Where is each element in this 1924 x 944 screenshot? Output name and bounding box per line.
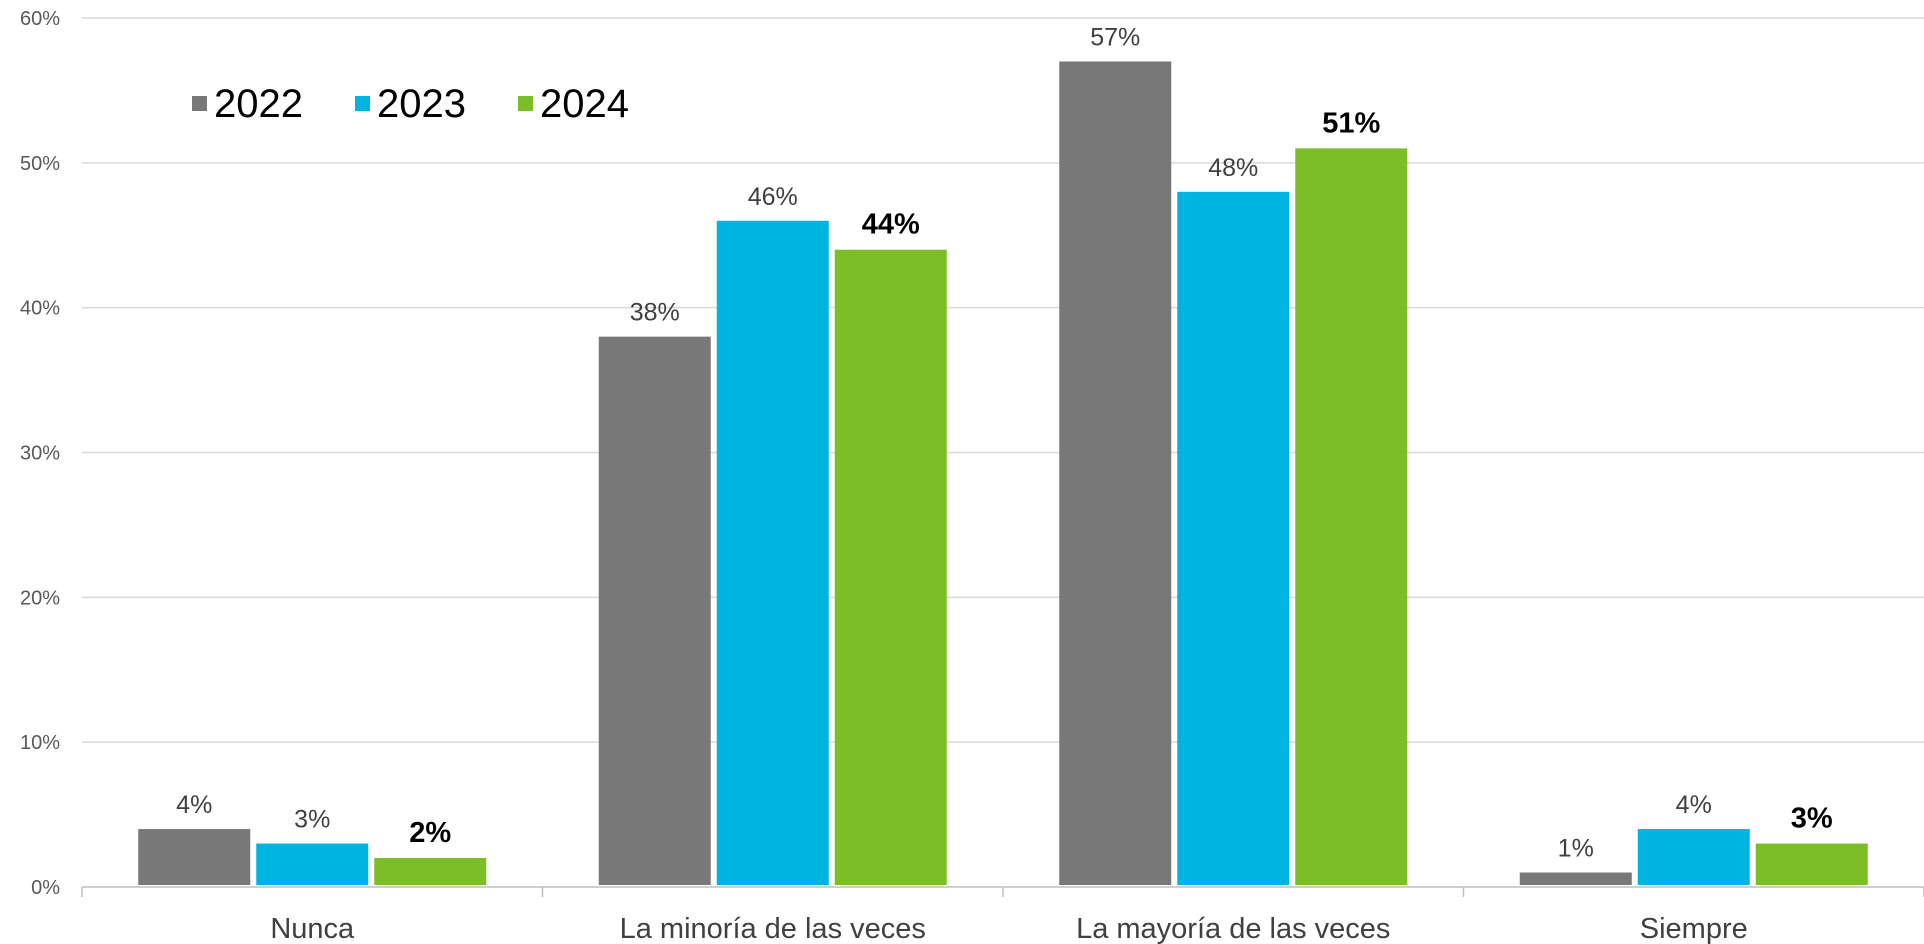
- y-tick-label: 40%: [20, 298, 60, 320]
- bar-2022: [1519, 872, 1632, 885]
- data-labels: 4% 3% 2% 38% 46% 44% 57% 48% 51% 1% 4% 3%: [176, 23, 1833, 862]
- bar-2024: [374, 858, 487, 885]
- data-label-2023: 4%: [1676, 791, 1712, 819]
- bar-2022: [138, 829, 251, 885]
- bar-2023: [256, 843, 369, 885]
- bar-2023: [1177, 191, 1290, 886]
- x-axis: Nunca La minoría de las veces La mayoría d…: [81, 886, 1924, 944]
- data-label-2023: 46%: [748, 183, 798, 211]
- bar-2023: [716, 220, 829, 885]
- data-label-2024: 51%: [1322, 107, 1380, 139]
- data-label-2022: 4%: [176, 791, 212, 819]
- bar-2022: [598, 336, 711, 886]
- legend-label: 2023: [377, 82, 466, 126]
- gridlines: [82, 17, 1924, 743]
- legend-swatch: [192, 96, 207, 111]
- y-tick-label: 60%: [20, 8, 60, 30]
- bar-2022: [1059, 61, 1172, 885]
- data-label-2024: 2%: [409, 817, 451, 849]
- y-tick-label: 10%: [20, 732, 60, 754]
- legend-label: 2022: [214, 82, 303, 126]
- bars: [138, 61, 1868, 886]
- y-tick-label: 0%: [31, 877, 60, 899]
- legend-swatch: [355, 96, 370, 111]
- category-label: Siempre: [1640, 913, 1748, 944]
- y-tick-label: 30%: [20, 443, 60, 465]
- bar-2024: [1755, 843, 1868, 885]
- category-label: La mayoría de las veces: [1076, 913, 1390, 944]
- data-label-2022: 38%: [630, 299, 680, 327]
- bar-2024: [1295, 148, 1408, 886]
- data-label-2024: 44%: [862, 209, 920, 241]
- category-label: La minoría de las veces: [620, 913, 926, 944]
- legend-label: 2024: [540, 82, 629, 126]
- bar-2024: [834, 249, 947, 885]
- data-label-2022: 57%: [1090, 23, 1140, 51]
- y-axis-ticks: 0% 10% 20% 30% 40% 50% 60%: [20, 8, 60, 899]
- legend-swatch: [518, 96, 533, 111]
- bar-2023: [1637, 829, 1750, 885]
- data-label-2023: 3%: [294, 806, 330, 834]
- y-tick-label: 50%: [20, 153, 60, 175]
- data-label-2023: 48%: [1208, 154, 1258, 182]
- data-label-2024: 3%: [1791, 803, 1833, 835]
- legend: 2022 2023 2024: [192, 82, 629, 126]
- data-label-2022: 1%: [1558, 835, 1594, 863]
- category-label: Nunca: [270, 913, 355, 944]
- y-tick-label: 20%: [20, 587, 60, 609]
